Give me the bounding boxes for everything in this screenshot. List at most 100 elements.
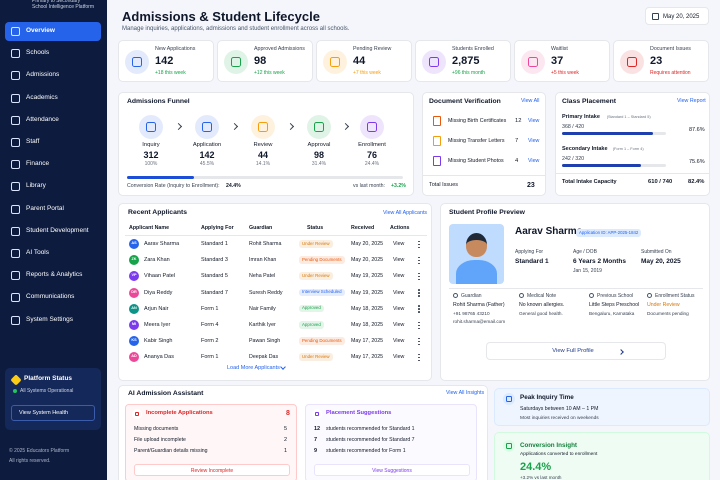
avatar-initials: ZK <box>131 257 137 262</box>
avatar-initials: VP <box>131 273 137 278</box>
more-dot <box>418 359 420 362</box>
footer-line: © 2025 Educators Platform <box>9 448 70 454</box>
divider <box>449 288 703 289</box>
insight-sub: Most inquiries received on weekends <box>520 416 599 421</box>
date-picker[interactable]: May 20, 2025 <box>645 7 709 25</box>
vs-label: vs last month: <box>353 183 386 189</box>
card-link[interactable]: View Report <box>677 98 706 104</box>
nav-item[interactable]: Admissions <box>5 66 101 85</box>
page-subtitle: Manage inquiries, applications, admissio… <box>122 26 350 32</box>
intake-count: 242 / 320 <box>562 156 585 162</box>
student-name: Aarav Sharma <box>515 226 583 237</box>
applicant-name: Meera Iyer <box>144 322 171 328</box>
insight-delta: +3.2% vs last month <box>520 475 562 480</box>
nav-icon <box>11 293 20 303</box>
column-header: Applying For <box>201 225 234 231</box>
nav-icon <box>11 315 20 325</box>
card-link[interactable]: View All Insights <box>446 390 485 396</box>
nav-item[interactable]: Student Development <box>5 222 101 241</box>
arrow <box>286 122 295 131</box>
divider <box>125 235 427 236</box>
sub-button[interactable]: Review Incomplete <box>134 464 290 476</box>
more-dot <box>418 246 420 249</box>
load-more[interactable]: Load More Applicants <box>227 365 280 371</box>
nav-item[interactable]: Staff <box>5 133 101 152</box>
kpi-label: Approved Admissions <box>254 46 305 52</box>
row-action[interactable]: View <box>393 257 405 264</box>
nav-item[interactable]: Academics <box>5 89 101 108</box>
row-action[interactable]: View <box>393 241 405 247</box>
sub-button[interactable]: View Suggestions <box>314 464 470 476</box>
insight-title: Conversion Insight <box>520 442 578 449</box>
intake-percent: 87.6% <box>689 127 705 133</box>
nav-item[interactable]: Schools <box>5 44 101 63</box>
status-button[interactable]: View System Health <box>11 405 95 421</box>
status-pill: Under Review <box>299 272 333 280</box>
nav-item[interactable]: Communications <box>5 288 101 307</box>
guardian: Neha Patel <box>249 273 276 280</box>
sub-title: Placement Suggestions <box>326 410 392 416</box>
nav-item[interactable]: Attendance <box>5 111 101 130</box>
intake-title: Secondary Intake <box>562 146 608 152</box>
received: May 20, 2025 <box>351 241 384 247</box>
row-action[interactable]: View <box>393 305 405 312</box>
row-action[interactable]: View <box>393 354 405 361</box>
doc-action[interactable]: View <box>528 138 540 144</box>
received: May 19, 2025 <box>351 273 384 280</box>
row-action[interactable]: View <box>393 338 405 345</box>
status-pill: Pending Documents <box>299 256 345 264</box>
row-action[interactable]: View <box>393 289 405 296</box>
detail-value: Rohit Sharma (Father) <box>453 302 505 308</box>
nav-item[interactable]: Parent Portal <box>5 200 101 219</box>
status-pill: Approved <box>299 304 324 313</box>
icon-glyph <box>201 121 213 133</box>
guardian: Rohit Sharma <box>249 241 282 247</box>
icon-glyph <box>506 443 512 449</box>
kpi-card: Document Issues 23 Requires attention <box>613 40 709 82</box>
nav-label: Parent Portal <box>26 204 64 212</box>
applicant-name: Arjun Nair <box>144 305 169 312</box>
applicant-name: Diya Reddy <box>144 289 173 296</box>
more-dot <box>418 311 420 313</box>
kpi-value: 37 <box>551 55 564 67</box>
nav-item[interactable]: System Settings <box>5 311 101 330</box>
guardian: Deepak Das <box>249 354 279 361</box>
total-value: 23 <box>527 182 535 189</box>
row-action[interactable]: View <box>393 273 405 280</box>
doc-action[interactable]: View <box>528 158 540 164</box>
nav-label: Staff <box>26 138 40 145</box>
kpi-card: Waitlist 37 +5 this week <box>514 40 610 82</box>
nav-item[interactable]: Overview <box>5 22 101 41</box>
row-action[interactable]: View <box>393 322 405 328</box>
profile-button[interactable]: View Full Profile <box>486 342 666 360</box>
icon <box>139 115 163 139</box>
doc-action[interactable]: View <box>528 118 540 124</box>
icon <box>360 115 384 139</box>
stage-name: Application <box>192 142 222 148</box>
received: May 17, 2025 <box>351 338 384 345</box>
applying-for: Standard 1 <box>201 241 228 247</box>
nav-item[interactable]: AI Tools <box>5 244 101 263</box>
card-link[interactable]: View All Applicants <box>383 210 428 216</box>
nav-icon <box>11 226 20 236</box>
nav-icon <box>11 27 20 36</box>
nav-label: Communications <box>26 293 75 301</box>
more-dot <box>418 340 420 343</box>
nav-item[interactable]: Finance <box>5 155 101 174</box>
nav-item[interactable]: Library <box>5 177 101 196</box>
detail-value: Little Steps Preschool <box>589 302 640 308</box>
card-link[interactable]: View All <box>521 98 540 104</box>
applicant-name: Vihaan Patel <box>144 273 176 280</box>
nav-item[interactable]: Reports & Analytics <box>5 266 101 285</box>
kpi-card: Students Enrolled 2,875 +96 this month <box>415 40 511 82</box>
intake-range: (Form 1 – Form 4) <box>612 146 644 151</box>
field-label: Applying For <box>515 249 544 255</box>
documents-card: Document Verification View All Missing Bir… <box>422 92 546 196</box>
icon-glyph <box>527 56 539 68</box>
kpi-card: Pending Review 44 +7 this week <box>316 40 412 82</box>
kpi-label: New Applications <box>155 46 196 52</box>
nav-icon <box>11 249 20 258</box>
received: May 20, 2025 <box>351 257 384 264</box>
kpi-delta: Requires attention <box>650 70 691 76</box>
nav-icon <box>11 160 20 170</box>
